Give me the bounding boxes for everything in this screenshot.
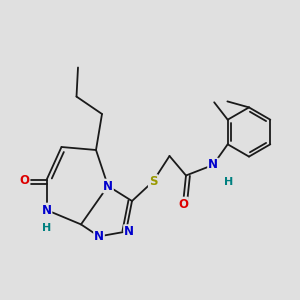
- Text: S: S: [149, 175, 157, 188]
- Text: N: N: [94, 230, 104, 243]
- Text: N: N: [208, 158, 218, 172]
- Text: O: O: [20, 173, 30, 187]
- Text: H: H: [224, 177, 233, 187]
- Text: N: N: [103, 179, 113, 193]
- Text: H: H: [42, 223, 51, 233]
- Text: N: N: [124, 225, 134, 238]
- Text: O: O: [178, 197, 188, 211]
- Text: N: N: [41, 203, 52, 217]
